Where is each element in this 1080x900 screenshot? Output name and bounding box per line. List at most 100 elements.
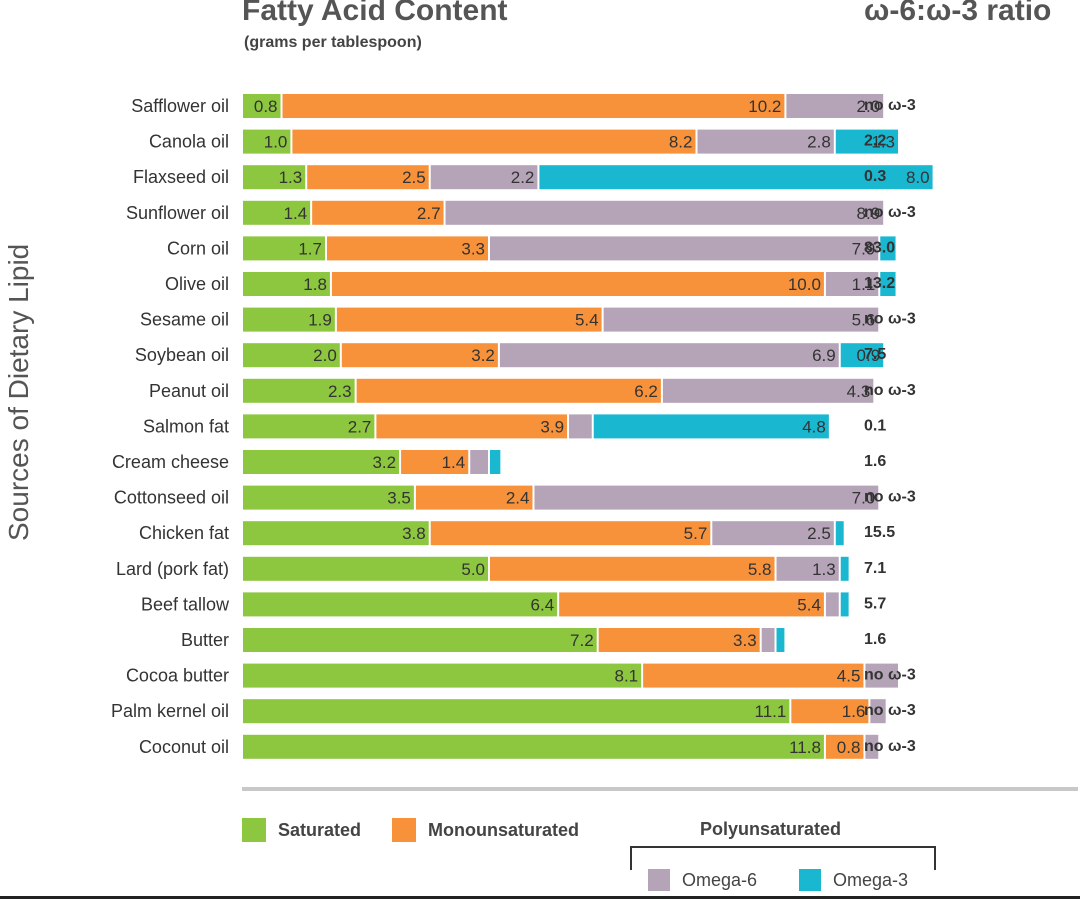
bar-segment-saturated bbox=[243, 272, 330, 296]
data-label: 5.7 bbox=[684, 524, 708, 543]
bar-segment-saturated bbox=[243, 200, 311, 225]
bar-segment-saturated bbox=[243, 699, 790, 724]
data-label: 2.0 bbox=[857, 97, 881, 116]
bar-segment-monounsaturated bbox=[331, 272, 824, 296]
legend-omega3-swatch bbox=[799, 869, 821, 891]
data-label: 3.2 bbox=[372, 453, 396, 472]
bar-segment-saturated bbox=[243, 450, 400, 474]
category-label: Corn oil bbox=[167, 238, 229, 258]
bar-segment-monounsaturated bbox=[292, 129, 696, 154]
data-label: 1.3 bbox=[871, 133, 895, 152]
bar-segment-omega-6 bbox=[761, 628, 775, 652]
legend-saturated-swatch bbox=[242, 818, 266, 842]
ratio-value: 83.0 bbox=[864, 239, 895, 256]
bar-segment-omega-3 bbox=[840, 343, 884, 368]
ratio-value: 2.2 bbox=[864, 133, 886, 150]
bar-segment-omega-3 bbox=[593, 414, 829, 439]
bar-segment-omega-6 bbox=[490, 236, 879, 261]
bar-segment-saturated bbox=[243, 165, 306, 190]
data-label: 2.2 bbox=[511, 168, 535, 187]
bar-segment-monounsaturated bbox=[282, 94, 785, 118]
ratio-column-title: ω-6:ω-3 ratio bbox=[864, 0, 1052, 27]
bar-segment-saturated bbox=[243, 343, 340, 368]
bar-segment-omega-6 bbox=[569, 414, 592, 439]
category-label: Peanut oil bbox=[149, 381, 229, 401]
data-label: 6.4 bbox=[531, 595, 555, 614]
bar-segment-monounsaturated bbox=[401, 450, 469, 474]
category-label: Soybean oil bbox=[135, 345, 229, 365]
data-label: 6.9 bbox=[812, 346, 836, 365]
bar-segment-saturated bbox=[243, 307, 335, 332]
ratio-value: no ω-3 bbox=[864, 382, 916, 399]
ratio-value: 1.6 bbox=[864, 631, 886, 648]
bar-segment-omega-6 bbox=[430, 165, 538, 190]
category-label: Chicken fat bbox=[139, 523, 229, 543]
bar-segment-omega-3 bbox=[539, 165, 933, 190]
data-label: 5.8 bbox=[748, 560, 772, 579]
data-label: 7.9 bbox=[852, 239, 876, 258]
bar-segment-monounsaturated bbox=[336, 307, 602, 332]
ratio-value: 7.1 bbox=[864, 560, 886, 577]
data-label: 1.4 bbox=[284, 204, 308, 223]
category-label: Canola oil bbox=[149, 132, 229, 152]
bar-segment-omega-6 bbox=[470, 450, 488, 474]
category-label: Olive oil bbox=[165, 274, 229, 294]
bar-segment-omega-6 bbox=[865, 734, 879, 759]
bar-segment-omega-6 bbox=[865, 663, 899, 688]
bar-segment-monounsaturated bbox=[356, 378, 661, 403]
bar-segment-saturated bbox=[243, 734, 824, 759]
bottom-rule bbox=[0, 896, 1080, 899]
data-label: 5.4 bbox=[797, 595, 821, 614]
bar-segment-omega-3 bbox=[835, 521, 844, 546]
data-label: 8.9 bbox=[857, 204, 881, 223]
data-label: 1.7 bbox=[298, 239, 322, 258]
bar-segment-omega-6 bbox=[603, 307, 879, 332]
legend-saturated-label: Saturated bbox=[278, 819, 362, 840]
bar-segment-omega-6 bbox=[825, 592, 839, 617]
ratio-value: no ω-3 bbox=[864, 702, 916, 719]
bar-segment-omega-6 bbox=[445, 200, 884, 225]
bar-segment-omega-3 bbox=[840, 556, 849, 581]
data-label: 4.3 bbox=[847, 382, 871, 401]
bar-segment-saturated bbox=[243, 414, 375, 439]
bar-segment-monounsaturated bbox=[376, 414, 568, 439]
ratio-value: no ω-3 bbox=[864, 204, 916, 221]
ratio-value: no ω-3 bbox=[864, 667, 916, 684]
data-label: 6.2 bbox=[634, 382, 658, 401]
category-label: Cottonseed oil bbox=[114, 488, 229, 508]
data-label: 3.9 bbox=[540, 417, 564, 436]
data-label: 2.5 bbox=[402, 168, 426, 187]
data-label: 3.2 bbox=[471, 346, 495, 365]
category-label: Cream cheese bbox=[112, 452, 229, 472]
data-label: 2.5 bbox=[807, 524, 831, 543]
legend-omega6-swatch bbox=[648, 869, 670, 891]
bar-segment-omega-3 bbox=[776, 628, 785, 652]
bar-segment-omega-6 bbox=[697, 129, 834, 154]
category-label: Lard (pork fat) bbox=[116, 559, 229, 579]
bar-segment-omega-6 bbox=[786, 94, 884, 118]
category-label: Salmon fat bbox=[143, 416, 229, 436]
data-label: 1.0 bbox=[264, 133, 288, 152]
ratio-value: 7.5 bbox=[864, 346, 886, 363]
ratio-value: 13.2 bbox=[864, 275, 895, 292]
bar-segment-monounsaturated bbox=[825, 734, 864, 759]
ratio-value: no ω-3 bbox=[864, 97, 916, 114]
chart-subtitle: (grams per tablespoon) bbox=[244, 34, 422, 51]
ratio-value: 0.1 bbox=[864, 417, 886, 434]
ratio-value: no ω-3 bbox=[864, 311, 916, 328]
category-label: Butter bbox=[181, 630, 229, 650]
ratio-value: 5.7 bbox=[864, 595, 886, 612]
data-label: 10.2 bbox=[748, 97, 781, 116]
ratio-value: 15.5 bbox=[864, 524, 895, 541]
data-label: 1.1 bbox=[852, 275, 876, 294]
bar-segment-saturated bbox=[243, 94, 281, 118]
data-label: 2.3 bbox=[328, 382, 352, 401]
category-label: Beef tallow bbox=[141, 594, 230, 614]
category-label: Sunflower oil bbox=[126, 203, 229, 223]
data-label: 1.3 bbox=[279, 168, 303, 187]
bar-segment-monounsaturated bbox=[307, 165, 429, 190]
legend-monounsaturated-label: Monounsaturated bbox=[428, 819, 579, 840]
data-label: 2.7 bbox=[348, 417, 372, 436]
data-label: 10.0 bbox=[788, 275, 821, 294]
